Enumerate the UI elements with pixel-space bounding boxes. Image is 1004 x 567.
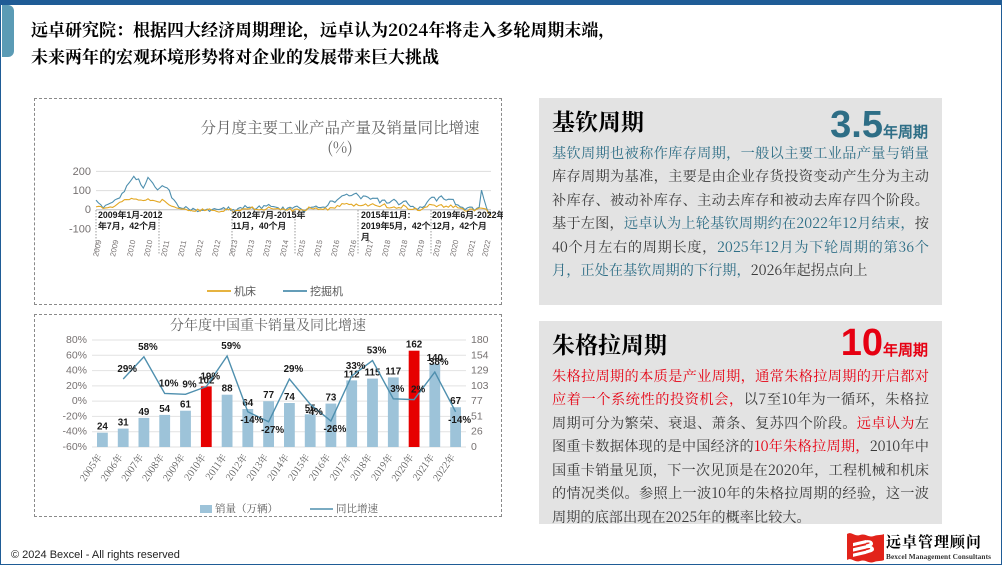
svg-text:54: 54 (159, 404, 170, 415)
svg-text:2015: 2015 (312, 239, 324, 257)
svg-text:19%: 19% (200, 372, 220, 383)
svg-text:38%: 38% (429, 357, 449, 368)
svg-text:2021: 2021 (465, 239, 477, 257)
svg-text:-4%: -4% (305, 407, 323, 418)
svg-text:2019: 2019 (431, 239, 443, 257)
svg-text:74: 74 (284, 392, 295, 403)
svg-text:月: 月 (360, 232, 370, 242)
svg-text:29%: 29% (117, 364, 137, 375)
svg-text:49: 49 (138, 407, 149, 418)
svg-text:-20%: -20% (62, 410, 87, 422)
svg-text:挖掘机: 挖掘机 (310, 284, 343, 298)
svg-text:-26%: -26% (323, 424, 346, 435)
svg-text:77: 77 (471, 395, 483, 407)
svg-text:2011: 2011 (159, 240, 171, 258)
svg-text:2009: 2009 (108, 239, 120, 257)
svg-text:29%: 29% (284, 364, 304, 375)
svg-text:0%: 0% (72, 395, 87, 407)
svg-text:2014: 2014 (278, 239, 290, 257)
svg-text:31: 31 (118, 418, 129, 429)
svg-text:180: 180 (471, 334, 489, 346)
svg-text:103: 103 (471, 380, 489, 392)
svg-text:2010: 2010 (142, 239, 154, 257)
svg-text:88: 88 (222, 384, 233, 395)
svg-text:26: 26 (471, 426, 483, 438)
svg-text:11月，40个月: 11月，40个月 (232, 220, 286, 231)
svg-text:年7月，42个月: 年7月，42个月 (98, 220, 157, 231)
svg-text:2009: 2009 (91, 239, 103, 257)
svg-text:2013: 2013 (261, 239, 273, 257)
svg-text:2012: 2012 (210, 239, 222, 257)
svg-text:-40%: -40% (62, 426, 87, 438)
svg-text:-100: -100 (69, 224, 91, 236)
svg-text:-14%: -14% (240, 415, 263, 426)
svg-text:100: 100 (73, 185, 91, 197)
svg-text:129: 129 (471, 365, 489, 377)
svg-text:115: 115 (365, 368, 381, 379)
svg-text:2009年1月-2012: 2009年1月-2012 (98, 209, 163, 220)
svg-text:3%: 3% (390, 384, 404, 395)
svg-text:80%: 80% (66, 334, 87, 346)
svg-text:2018: 2018 (380, 239, 392, 257)
svg-text:-27%: -27% (261, 425, 284, 436)
svg-text:同比增速: 同比增速 (336, 501, 378, 516)
svg-text:20%: 20% (66, 380, 87, 392)
svg-text:2%: 2% (411, 385, 425, 396)
svg-text:58%: 58% (138, 342, 158, 353)
svg-text:销量（万辆）: 销量（万辆） (215, 501, 278, 516)
svg-text:77: 77 (263, 390, 274, 401)
svg-text:2018: 2018 (397, 239, 409, 257)
svg-text:12月，42个月: 12月，42个月 (432, 220, 487, 231)
svg-text:9%: 9% (182, 379, 196, 390)
svg-text:2015年11月:: 2015年11月: (361, 209, 410, 220)
svg-text:-14%: -14% (448, 415, 471, 426)
svg-text:40%: 40% (66, 365, 87, 377)
svg-text:机床: 机床 (234, 284, 256, 298)
svg-text:53%: 53% (367, 346, 387, 357)
svg-text:2016: 2016 (346, 239, 358, 257)
svg-text:2016: 2016 (329, 239, 341, 257)
svg-text:24: 24 (97, 422, 108, 433)
svg-text:0: 0 (471, 441, 477, 453)
svg-text:2010年: 2010年 (180, 450, 209, 483)
svg-text:200: 200 (73, 166, 91, 178)
svg-text:73: 73 (325, 393, 336, 404)
svg-text:60%: 60% (66, 349, 87, 361)
svg-text:61: 61 (180, 400, 191, 411)
svg-text:2015: 2015 (295, 239, 307, 257)
svg-text:59%: 59% (221, 341, 241, 352)
svg-text:2012: 2012 (193, 239, 205, 257)
svg-text:162: 162 (406, 340, 423, 351)
svg-text:2011: 2011 (176, 240, 188, 258)
svg-text:-60%: -60% (62, 441, 87, 453)
svg-text:117: 117 (385, 366, 401, 377)
svg-text:10%: 10% (159, 379, 179, 390)
svg-text:2019年6月-2022年: 2019年6月-2022年 (432, 209, 503, 220)
svg-text:2019: 2019 (414, 239, 426, 257)
svg-text:2013: 2013 (227, 239, 239, 257)
svg-text:51: 51 (471, 410, 483, 422)
svg-text:2013: 2013 (244, 239, 256, 257)
svg-text:2022: 2022 (480, 239, 492, 257)
svg-text:33%: 33% (346, 361, 366, 372)
svg-text:0: 0 (85, 204, 91, 216)
svg-text:2010: 2010 (125, 239, 137, 257)
svg-text:2022年: 2022年 (429, 450, 458, 484)
svg-text:2019年5月，42个: 2019年5月，42个 (361, 220, 431, 231)
svg-text:154: 154 (471, 349, 489, 361)
svg-text:2020: 2020 (448, 239, 460, 257)
svg-text:2012年7月-2015年: 2012年7月-2015年 (232, 209, 306, 220)
